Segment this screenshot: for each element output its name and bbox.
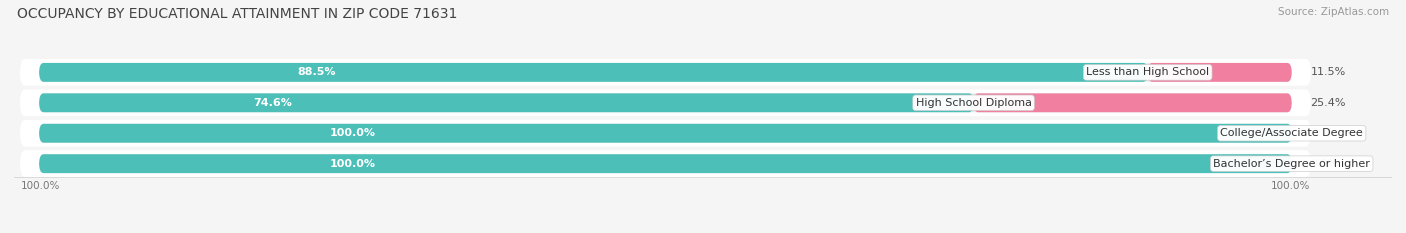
Text: 0.0%: 0.0% — [1310, 159, 1339, 169]
FancyBboxPatch shape — [39, 93, 1292, 112]
FancyBboxPatch shape — [20, 120, 1310, 147]
FancyBboxPatch shape — [39, 154, 1292, 173]
Text: 88.5%: 88.5% — [297, 67, 336, 77]
Text: 100.0%: 100.0% — [20, 182, 59, 192]
Text: Bachelor’s Degree or higher: Bachelor’s Degree or higher — [1213, 159, 1371, 169]
FancyBboxPatch shape — [39, 93, 973, 112]
FancyBboxPatch shape — [39, 63, 1147, 82]
Text: Less than High School: Less than High School — [1085, 67, 1209, 77]
Text: High School Diploma: High School Diploma — [915, 98, 1032, 108]
Text: 100.0%: 100.0% — [329, 128, 375, 138]
Text: 100.0%: 100.0% — [1271, 182, 1310, 192]
FancyBboxPatch shape — [20, 150, 1310, 177]
Text: Source: ZipAtlas.com: Source: ZipAtlas.com — [1278, 7, 1389, 17]
Text: 0.0%: 0.0% — [1310, 128, 1339, 138]
FancyBboxPatch shape — [20, 89, 1310, 116]
Text: 11.5%: 11.5% — [1310, 67, 1346, 77]
Text: 100.0%: 100.0% — [329, 159, 375, 169]
Text: College/Associate Degree: College/Associate Degree — [1220, 128, 1362, 138]
Text: OCCUPANCY BY EDUCATIONAL ATTAINMENT IN ZIP CODE 71631: OCCUPANCY BY EDUCATIONAL ATTAINMENT IN Z… — [17, 7, 457, 21]
Text: 74.6%: 74.6% — [253, 98, 292, 108]
FancyBboxPatch shape — [973, 93, 1292, 112]
Text: 25.4%: 25.4% — [1310, 98, 1346, 108]
FancyBboxPatch shape — [1147, 63, 1292, 82]
FancyBboxPatch shape — [39, 63, 1292, 82]
FancyBboxPatch shape — [39, 124, 1292, 143]
FancyBboxPatch shape — [39, 124, 1292, 143]
FancyBboxPatch shape — [39, 154, 1292, 173]
FancyBboxPatch shape — [20, 59, 1310, 86]
